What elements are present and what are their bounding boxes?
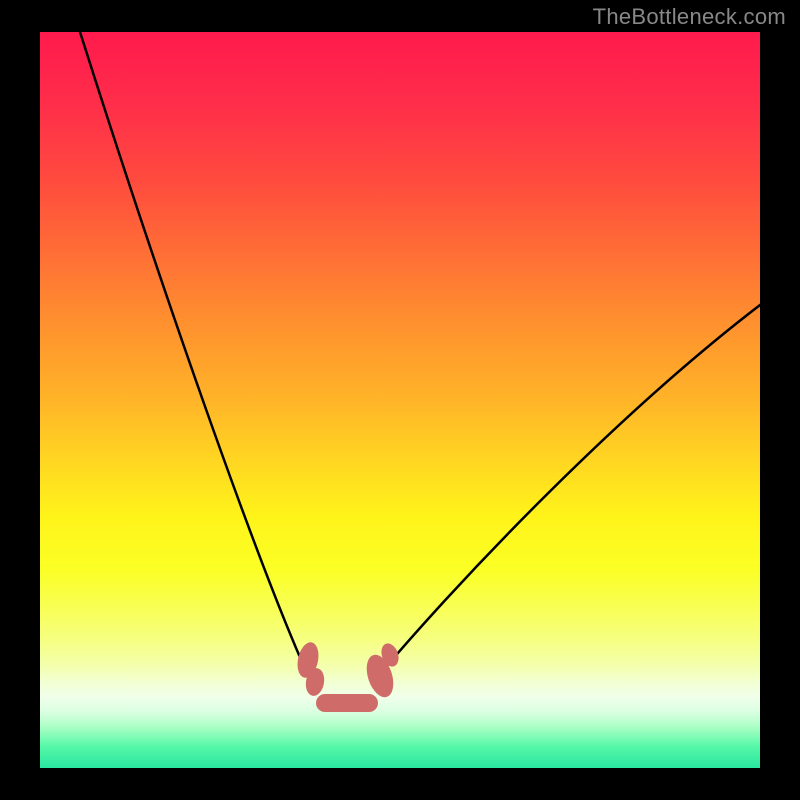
- bottleneck-curve-chart: [0, 0, 800, 800]
- watermark-text: TheBottleneck.com: [593, 4, 786, 30]
- chart-container: TheBottleneck.com: [0, 0, 800, 800]
- plot-area: [40, 32, 760, 768]
